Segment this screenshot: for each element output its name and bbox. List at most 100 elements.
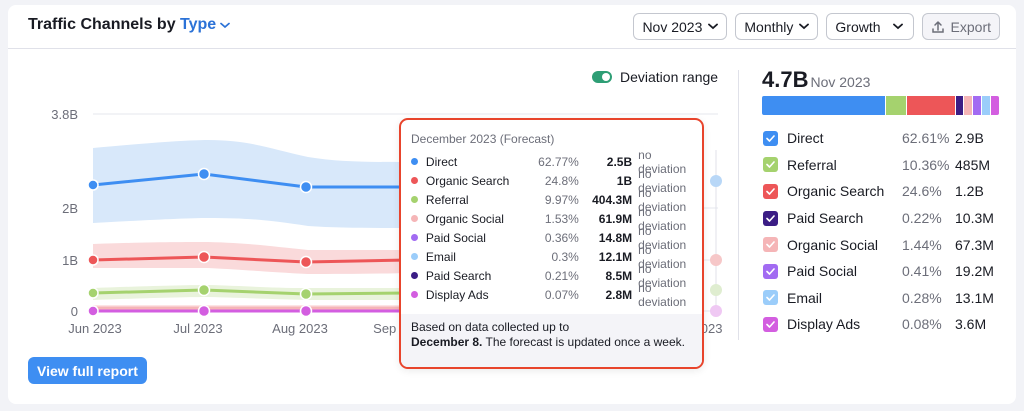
- share-stacked-bar: [762, 96, 999, 115]
- legend-item[interactable]: Paid Social 0.41% 19.2M: [762, 258, 1012, 285]
- y-tick-1b: 1B: [62, 253, 78, 268]
- tooltip-footer: Based on data collected up to December 8…: [401, 314, 702, 367]
- series-dot-icon: [411, 272, 418, 279]
- stack-segment: [982, 96, 991, 115]
- export-label: Export: [950, 18, 991, 35]
- footer-bold: December 8.: [411, 335, 483, 349]
- tooltip-channel-name: Display Ads: [425, 287, 489, 302]
- checkbox-checked-icon[interactable]: [763, 210, 778, 226]
- mode-dropdown[interactable]: Growth: [826, 13, 914, 40]
- tooltip-channel-name: Paid Search: [425, 268, 492, 283]
- footer-prefix: Based on data collected up to: [411, 320, 570, 334]
- tooltip-channel-name: Organic Social: [425, 211, 504, 226]
- legend-channel-value: 10.3M: [955, 210, 994, 227]
- legend-channel-pct: 0.08%: [902, 316, 942, 333]
- legend-channel-value: 19.2M: [955, 263, 994, 280]
- line-chart[interactable]: 3.8B 2B 1B 0: [8, 50, 736, 350]
- legend-item[interactable]: Direct 62.61% 2.9B: [762, 125, 1012, 152]
- chevron-down-icon: [892, 23, 903, 30]
- mode-label: Growth: [835, 18, 881, 35]
- tooltip-channel-deviation: no deviation: [638, 204, 687, 233]
- series-dot-icon: [411, 215, 418, 222]
- tooltip-channel-pct: 0.36%: [544, 230, 579, 245]
- tooltip-channel-deviation: no deviation: [638, 223, 687, 252]
- tooltip-channel-pct: 0.07%: [544, 287, 579, 302]
- series-dot-icon: [411, 177, 418, 184]
- tooltip-channel-name: Organic Search: [425, 173, 510, 188]
- traffic-channels-card: Traffic Channels by Type Nov 2023 Monthl…: [8, 5, 1016, 404]
- chart-area: 3.8B 2B 1B 0: [8, 50, 736, 404]
- chevron-down-icon: [799, 23, 810, 30]
- display-ads-points: [87, 304, 313, 318]
- x-tick-aug: Aug 2023: [272, 321, 328, 336]
- checkbox-checked-icon[interactable]: [763, 157, 778, 173]
- tooltip-channel-value: 61.9M: [598, 211, 633, 226]
- tooltip-row: Email 0.3% 12.1M no deviation: [401, 243, 702, 271]
- tooltip-row: Organic Social 1.53% 61.9M no deviation: [401, 205, 702, 233]
- chevron-down-icon: [220, 16, 231, 34]
- legend-channel-name: Referral: [787, 156, 837, 173]
- tooltip-row: Paid Social 0.36% 14.8M no deviation: [401, 224, 702, 252]
- legend-channel-pct: 0.41%: [902, 263, 942, 280]
- card-title: Traffic Channels by Type: [28, 16, 231, 34]
- legend-channel-name: Display Ads: [787, 316, 861, 333]
- stack-segment: [762, 96, 885, 115]
- x-tick-jun: Jun 2023: [68, 321, 122, 336]
- series-dot-icon: [411, 234, 418, 241]
- date-dropdown[interactable]: Nov 2023: [633, 13, 728, 40]
- checkbox-checked-icon[interactable]: [763, 290, 778, 306]
- legend-item[interactable]: Display Ads 0.08% 3.6M: [762, 311, 1012, 338]
- deviation-range-toggle[interactable]: Deviation range: [592, 69, 718, 85]
- legend-channel-name: Paid Search: [787, 210, 864, 227]
- legend-channel-name: Organic Social: [787, 236, 879, 253]
- legend-item[interactable]: Organic Social 1.44% 67.3M: [762, 231, 1012, 258]
- tooltip-channel-deviation: no deviation: [638, 185, 687, 214]
- y-tick-2b: 2B: [62, 201, 78, 216]
- tooltip-channel-name: Email: [425, 249, 456, 264]
- legend-channel-pct: 0.28%: [902, 289, 942, 306]
- legend-item[interactable]: Email 0.28% 13.1M: [762, 285, 1012, 312]
- legend-item[interactable]: Paid Search 0.22% 10.3M: [762, 205, 1012, 232]
- tooltip-channel-pct: 1.53%: [544, 211, 579, 226]
- legend-channel-pct: 62.61%: [902, 130, 950, 147]
- checkbox-checked-icon[interactable]: [763, 237, 778, 253]
- tooltip-channel-deviation: no deviation: [638, 166, 687, 195]
- legend-channel-value: 13.1M: [955, 289, 994, 306]
- toggle-switch-icon[interactable]: [592, 71, 612, 83]
- legend-channel-pct: 1.44%: [902, 236, 942, 253]
- toggle-label: Deviation range: [620, 69, 719, 85]
- tooltip-channel-pct: 24.8%: [544, 173, 579, 188]
- tooltip-row: Paid Search 0.21% 8.5M no deviation: [401, 262, 702, 290]
- direct-points: [87, 167, 313, 194]
- header-controls: Nov 2023 Monthly Growth Export: [633, 13, 1000, 40]
- legend-channel-value: 2.9B: [955, 130, 984, 147]
- legend-channel-name: Paid Social: [787, 263, 858, 280]
- checkbox-checked-icon[interactable]: [763, 316, 778, 332]
- tooltip-channel-value: 12.1M: [598, 249, 633, 264]
- checkbox-checked-icon[interactable]: [763, 183, 778, 199]
- stack-segment: [973, 96, 982, 115]
- y-tick-0: 0: [71, 304, 78, 319]
- footer-suffix: The forecast is updated once a week.: [485, 335, 685, 349]
- tooltip-channel-name: Referral: [425, 192, 469, 207]
- card-header: Traffic Channels by Type Nov 2023 Monthl…: [8, 5, 1016, 49]
- tooltip-channel-pct: 0.3%: [551, 249, 579, 264]
- checkbox-checked-icon[interactable]: [763, 263, 778, 279]
- granularity-dropdown[interactable]: Monthly: [735, 13, 819, 40]
- view-full-report-button[interactable]: View full report: [28, 357, 147, 384]
- legend-channel-value: 67.3M: [955, 236, 994, 253]
- tooltip-row: Display Ads 0.07% 2.8M no deviation: [401, 281, 702, 309]
- referral-points: [87, 283, 313, 301]
- legend-item[interactable]: Referral 10.36% 485M: [762, 152, 1012, 179]
- checkbox-checked-icon[interactable]: [763, 130, 778, 146]
- type-selector[interactable]: Type: [180, 16, 231, 34]
- tooltip-row: Direct 62.77% 2.5B no deviation: [401, 148, 702, 176]
- tooltip-channel-value: 2.8M: [605, 287, 633, 302]
- legend-channel-value: 485M: [955, 156, 991, 173]
- legend-item[interactable]: Organic Search 24.6% 1.2B: [762, 178, 1012, 205]
- summary-panel: 4.7B Nov 2023 Direct 62.61% 2.9B Referral 10.…: [762, 67, 1012, 338]
- legend-channel-name: Organic Search: [787, 183, 885, 200]
- tooltip-channel-pct: 9.97%: [544, 192, 579, 207]
- export-button[interactable]: Export: [921, 13, 1000, 40]
- tooltip-channel-pct: 62.77%: [538, 154, 579, 169]
